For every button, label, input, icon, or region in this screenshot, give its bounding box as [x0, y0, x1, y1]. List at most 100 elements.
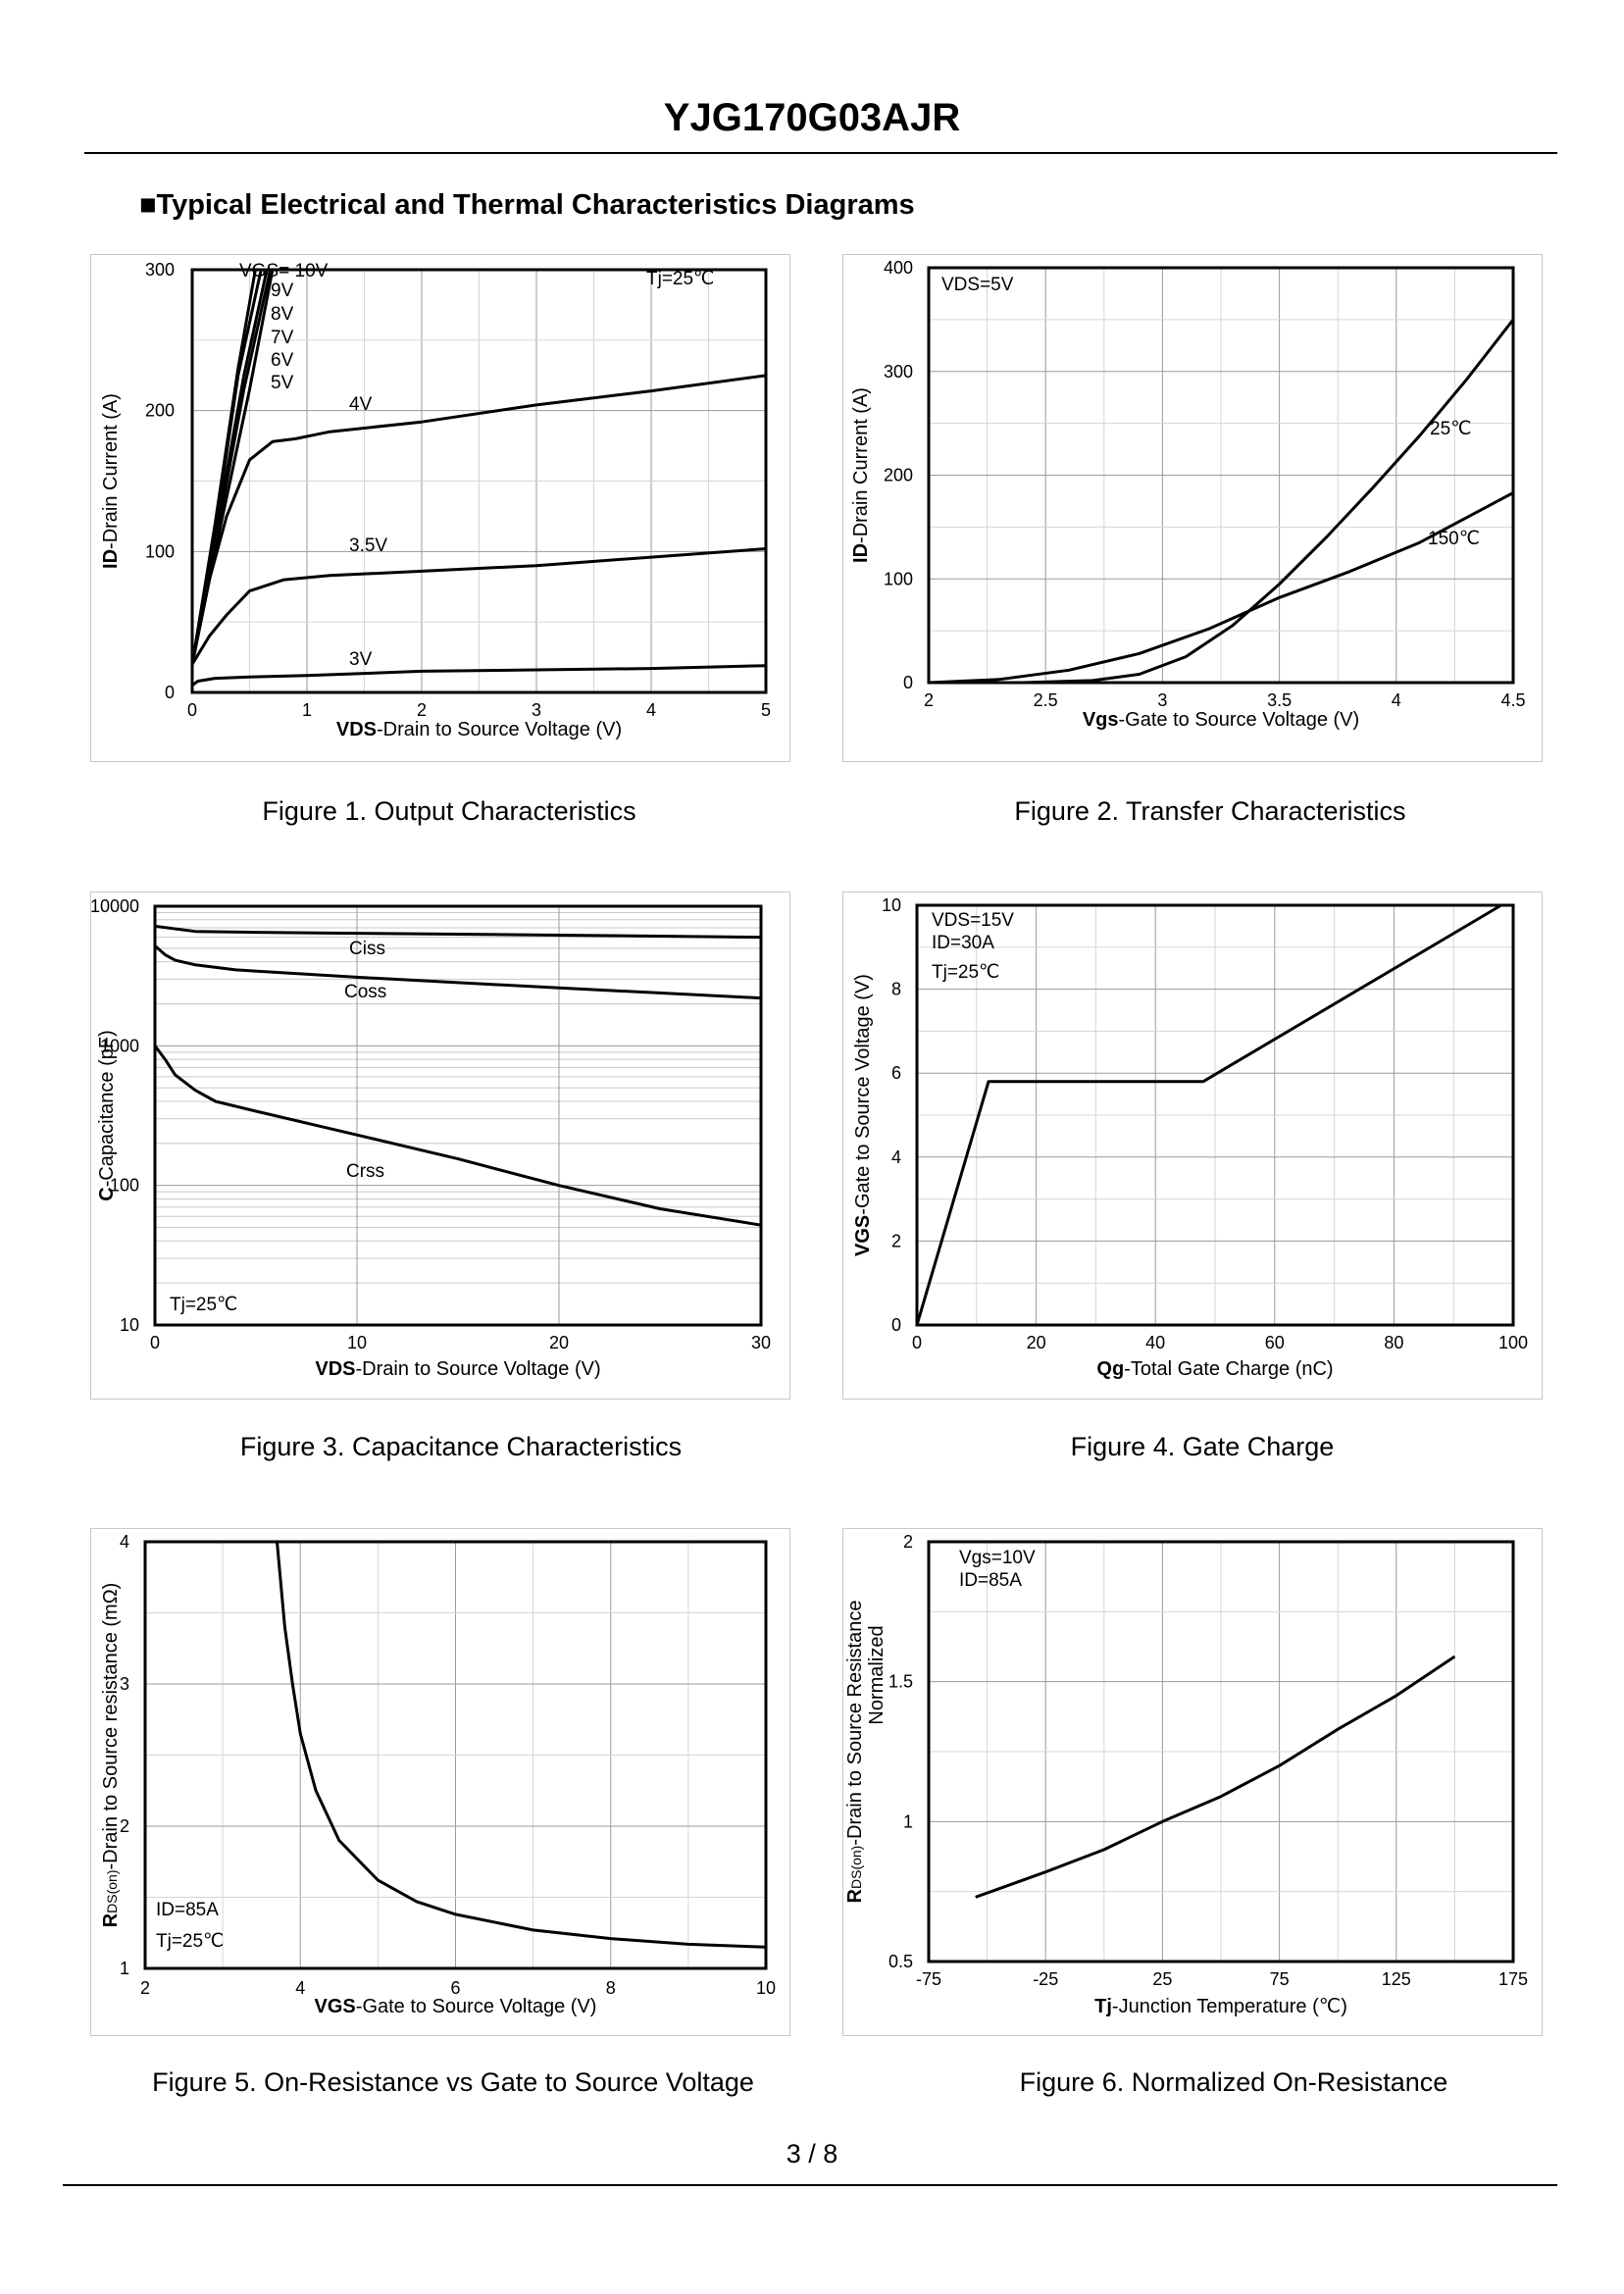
- series-line-Ciss: [155, 924, 761, 940]
- x-tick-label: 4: [1392, 690, 1401, 710]
- figure-2-chart: 2 2.5 3 3.5 4 4.5 0 100 200 300 400 VDS=5V 25℃ 150℃ Vg…: [850, 258, 1526, 731]
- plot-frame: [190, 268, 768, 694]
- y-tick-label: 100: [884, 569, 913, 588]
- x-tick-label: 4: [295, 1978, 305, 1998]
- x-axis-label: VDS-Drain to Source Voltage (V): [336, 719, 622, 740]
- figure-5-panel: 2 4 6 8 10 1 2 3 4 ID=85A Tj=25℃ VGS-Gate to Source…: [90, 1528, 790, 2036]
- chart-annotation: 3.5V: [349, 535, 387, 556]
- x-tick-label: 25: [1152, 1969, 1172, 1989]
- x-axis-label: Qg-Total Gate Charge (nC): [1096, 1358, 1333, 1380]
- chart-annotation: 25℃: [1430, 419, 1471, 439]
- y-tick-label: 0: [903, 673, 913, 692]
- y-tick-label: 0: [165, 683, 175, 702]
- y-tick-label: 1: [903, 1811, 913, 1831]
- chart-annotation: 4V: [349, 394, 373, 415]
- y-tick-label: 0: [891, 1315, 901, 1335]
- x-tick-label: 0: [187, 700, 197, 720]
- chart-annotation: ID=30A: [932, 933, 994, 953]
- chart-annotation: VGS= 10V: [239, 261, 329, 281]
- part-number-title: YJG170G03AJR: [663, 96, 961, 139]
- x-tick-label: 3: [1157, 690, 1167, 710]
- x-tick-label: 30: [751, 1333, 771, 1352]
- y-tick-label: 2: [903, 1532, 913, 1552]
- chart-annotation: Tj=25℃: [156, 1931, 224, 1952]
- x-tick-label: 3: [532, 700, 541, 720]
- y-tick-label: 1: [120, 1959, 129, 1978]
- y-axis-label: VGS-Gate to Source Voltage (V): [852, 974, 874, 1256]
- figure-1-panel: 0 1 2 3 4 5 0 100 200 300 VGS= 10V 9V 8V 7V 6V 5V 4V 3.5V…: [90, 254, 790, 762]
- x-axis-label: Tj-Junction Temperature (℃): [1094, 1996, 1347, 2017]
- series-line-3.5V: [192, 547, 766, 666]
- series-line-RDS(on): [276, 1542, 766, 1949]
- y-tick-label: 300: [884, 362, 913, 382]
- figure-6-panel: -75 -25 25 75 125 175 0.5 1 1.5 2 Vgs=10V ID=85A Tj-…: [842, 1528, 1543, 2036]
- x-tick-label: 2: [140, 1978, 150, 1998]
- chart-annotation: ID=85A: [959, 1570, 1022, 1591]
- x-tick-label: 5: [761, 700, 771, 720]
- figure-4-caption: Figure 4. Gate Charge: [1070, 1432, 1335, 1461]
- plot-frame: [927, 1540, 1515, 1963]
- series-line-150℃: [929, 491, 1513, 683]
- chart-annotation: VDS=15V: [932, 910, 1014, 931]
- x-tick-label: 0: [150, 1333, 160, 1352]
- chart-annotation: Tj=25℃: [932, 962, 999, 983]
- y-tick-label: 200: [145, 401, 175, 421]
- y-tick-label: 200: [884, 466, 913, 485]
- page-number: 3 / 8: [786, 2139, 838, 2168]
- x-tick-label: 10: [347, 1333, 367, 1352]
- plot-frame: [153, 904, 763, 1327]
- plot-frame: [915, 903, 1515, 1327]
- y-tick-label: 0.5: [888, 1952, 913, 1971]
- x-tick-label: 60: [1265, 1333, 1285, 1352]
- chart-annotation: 8V: [271, 304, 294, 325]
- x-tick-label: 4: [646, 700, 656, 720]
- y-axis-label-line2: Normalized: [866, 1625, 888, 1724]
- y-tick-label: 10000: [91, 896, 139, 916]
- y-tick-label: 2: [120, 1816, 129, 1836]
- x-tick-label: 100: [1498, 1333, 1528, 1352]
- plot-frame: [927, 266, 1515, 685]
- y-tick-label: 100: [110, 1176, 139, 1196]
- y-axis-label: RDS(on)-Drain to Source Resistance: [844, 1601, 866, 1904]
- x-tick-label: 40: [1145, 1333, 1165, 1352]
- x-tick-label: 125: [1382, 1969, 1411, 1989]
- y-tick-label: 300: [145, 260, 175, 280]
- y-tick-label: 4: [120, 1532, 129, 1552]
- chart-annotation: Tj=25℃: [170, 1295, 237, 1315]
- x-tick-label: 6: [450, 1978, 460, 1998]
- x-tick-label: 2: [417, 700, 427, 720]
- x-tick-label: 4.5: [1500, 690, 1525, 710]
- x-tick-label: 20: [1027, 1333, 1046, 1352]
- x-tick-label: -25: [1033, 1969, 1058, 1989]
- figure-2-caption: Figure 2. Transfer Characteristics: [1014, 796, 1406, 826]
- series-line-3V: [192, 664, 766, 688]
- footer-rule: [63, 2184, 1557, 2186]
- x-tick-label: 8: [606, 1978, 616, 1998]
- x-tick-label: 20: [549, 1333, 569, 1352]
- chart-annotation: 150℃: [1428, 529, 1480, 549]
- y-tick-label: 4: [891, 1147, 901, 1167]
- y-tick-label: 100: [145, 541, 175, 561]
- series-line-25℃: [929, 318, 1513, 683]
- x-tick-label: 10: [756, 1978, 776, 1998]
- x-axis-label: VDS-Drain to Source Voltage (V): [315, 1358, 600, 1380]
- x-tick-label: 1: [302, 700, 312, 720]
- x-tick-label: 75: [1270, 1969, 1290, 1989]
- section-title: ■Typical Electrical and Thermal Characte…: [139, 189, 915, 221]
- y-axis-label: ID-Drain Current (A): [100, 393, 122, 569]
- chart-annotation: Crss: [346, 1161, 384, 1182]
- chart-annotation: Coss: [344, 982, 386, 1002]
- x-tick-label: 0: [912, 1333, 922, 1352]
- y-axis-label: C-Capacitance (pF): [96, 1030, 118, 1201]
- y-tick-label: 8: [891, 980, 901, 999]
- y-tick-label: 1.5: [888, 1672, 913, 1692]
- x-axis-label: VGS-Gate to Source Voltage (V): [315, 1996, 597, 2017]
- figure-6-caption: Figure 6. Normalized On-Resistance: [1019, 2067, 1448, 2097]
- x-tick-label: 80: [1384, 1333, 1403, 1352]
- x-tick-label: -75: [916, 1969, 941, 1989]
- y-tick-label: 3: [120, 1674, 129, 1694]
- figure-3-caption: Figure 3. Capacitance Characteristics: [239, 1432, 683, 1461]
